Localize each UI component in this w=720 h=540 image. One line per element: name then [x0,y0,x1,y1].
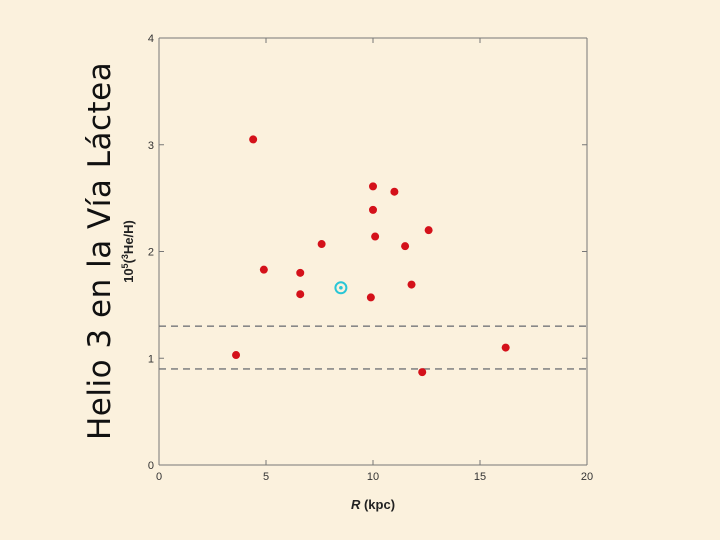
y-axis-title-ratio: He/H) [121,220,136,254]
data-point [401,242,410,251]
data-point [501,343,510,352]
data-point [390,187,399,196]
plot-area [159,38,587,465]
data-point [259,265,268,274]
data-point [371,232,380,241]
y-tick-label: 1 [148,353,154,365]
y-axis-title-isotope: 3 [120,254,130,259]
x-tick-label: 0 [156,471,162,483]
x-axis-ticks: 0 5 10 15 20 [156,38,593,483]
data-point [369,182,377,191]
data-point [366,293,375,302]
data-point [317,240,326,249]
x-tick-label: 20 [581,471,593,483]
sun-marker-ring [334,281,348,295]
x-axis-title: R (kpc) [351,497,395,512]
y-tick-label: 2 [148,247,154,259]
data-point [296,290,305,299]
y-tick-label: 4 [148,33,154,45]
sun-marker [334,281,348,295]
x-tick-label: 15 [474,471,486,483]
y-axis-ticks: 0 1 2 3 4 [148,33,587,472]
y-tick-label: 0 [148,460,154,472]
data-point [249,135,258,144]
data-point [418,368,427,377]
y-axis-title-base: 10 [121,268,136,282]
data-point [296,268,305,277]
y-axis-title: 105(3He/H) [120,220,136,283]
sun-marker-dot [339,285,343,290]
x-axis-title-unit: (kpc) [360,497,395,512]
y-tick-label: 3 [148,140,154,152]
data-point [232,351,241,360]
data-point [424,226,433,235]
x-tick-label: 10 [367,471,379,483]
x-axis-title-variable: R [351,497,361,512]
y-axis-title-paren: ( [121,258,136,263]
data-points [232,135,510,377]
data-point [369,205,377,214]
y-axis-title-exponent: 5 [120,263,130,268]
x-tick-label: 5 [263,471,269,483]
data-point [407,280,416,289]
